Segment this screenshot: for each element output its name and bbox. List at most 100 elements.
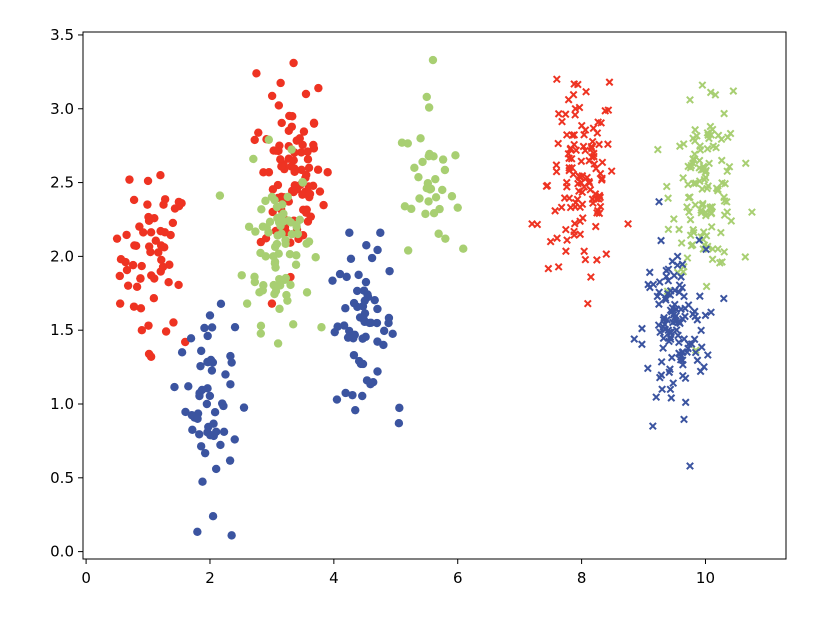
data-point-circle xyxy=(277,118,286,128)
data-point-x-stroke xyxy=(675,142,684,151)
data-point-x-stroke xyxy=(581,255,590,264)
data-point-x-stroke xyxy=(729,87,738,95)
data-point-x-stroke xyxy=(588,137,597,146)
data-point-x xyxy=(589,124,598,133)
data-point-x xyxy=(702,282,711,291)
data-point-circle xyxy=(275,304,284,314)
data-point-x-stroke xyxy=(578,200,587,209)
data-point-x-stroke xyxy=(561,110,570,119)
data-point-circle xyxy=(156,226,165,236)
data-point-x xyxy=(544,264,553,273)
data-point-x-stroke xyxy=(721,179,730,188)
data-point-x-stroke xyxy=(713,245,722,253)
data-point-x-stroke xyxy=(561,225,570,234)
data-point-x-stroke xyxy=(571,104,580,113)
data-point-x-stroke xyxy=(722,197,731,206)
data-point-x-stroke xyxy=(707,222,716,231)
data-point-circle xyxy=(301,89,311,99)
data-point-x-stroke xyxy=(655,278,664,286)
data-point-x-stroke xyxy=(570,130,579,139)
data-point-x xyxy=(701,311,710,320)
data-point-circle xyxy=(209,431,218,441)
data-point-x-stroke xyxy=(565,163,574,172)
data-point-x xyxy=(681,398,690,407)
data-point-x-stroke xyxy=(718,179,726,187)
data-point-x-stroke xyxy=(598,174,606,183)
data-point-x-stroke xyxy=(748,208,756,217)
data-point-circle xyxy=(358,334,367,343)
data-point-x xyxy=(564,149,573,158)
data-point-x-stroke xyxy=(659,334,668,343)
data-point-x-stroke xyxy=(725,162,734,171)
data-point-x-stroke xyxy=(655,197,663,206)
data-point-x-stroke xyxy=(554,262,563,271)
data-point-x xyxy=(729,87,738,95)
data-point-x-stroke xyxy=(701,311,710,320)
data-point-x-stroke xyxy=(686,215,695,224)
data-point-x-stroke xyxy=(581,146,590,155)
data-point-x-stroke xyxy=(706,88,715,97)
data-point-x xyxy=(601,106,610,115)
data-point-x xyxy=(722,197,731,206)
data-point-x xyxy=(566,144,575,153)
data-point-circle xyxy=(319,200,328,210)
data-point-circle xyxy=(289,58,298,68)
data-point-x-stroke xyxy=(695,292,704,301)
data-point-x-stroke xyxy=(580,247,589,256)
x-tick-label: 2 xyxy=(205,569,215,587)
data-point-x xyxy=(563,236,571,245)
data-point-x xyxy=(708,125,717,134)
data-point-x-stroke xyxy=(689,179,698,188)
data-point-x-stroke xyxy=(712,143,720,152)
data-point-circle xyxy=(112,234,122,243)
x-tick-label: 10 xyxy=(696,569,715,587)
data-point-circle xyxy=(132,282,142,292)
data-point-x xyxy=(666,335,675,344)
data-point-x xyxy=(669,310,678,319)
data-point-x-stroke xyxy=(686,95,694,104)
data-point-x-stroke xyxy=(652,393,661,402)
data-point-x-stroke xyxy=(586,273,595,281)
data-point-x-stroke xyxy=(654,300,663,309)
data-point-circle xyxy=(244,222,254,231)
x-tick-label: 6 xyxy=(453,569,463,587)
data-point-x-stroke xyxy=(570,219,579,228)
data-point-circle xyxy=(287,122,296,131)
data-point-circle xyxy=(168,218,178,228)
data-point-x xyxy=(675,225,683,234)
data-point-x-stroke xyxy=(653,292,662,301)
data-point-x xyxy=(588,137,597,146)
data-point-x xyxy=(658,385,667,394)
data-point-x xyxy=(581,255,590,264)
data-point-x xyxy=(685,193,694,202)
data-point-x xyxy=(679,173,688,182)
y-axis: 0.0 0.5 1.0 1.5 2.0 2.5 3.0 3.5 xyxy=(50,26,83,561)
data-point-x-stroke xyxy=(542,182,551,191)
data-point-circle xyxy=(149,293,159,303)
data-point-x xyxy=(714,131,723,140)
data-point-circle xyxy=(196,442,206,451)
data-point-x-stroke xyxy=(594,118,603,127)
x-tick-label: 8 xyxy=(577,569,587,587)
data-point-x xyxy=(578,200,587,209)
data-point-x xyxy=(687,340,696,348)
data-point-circle xyxy=(358,391,367,401)
data-point-x xyxy=(707,308,715,317)
data-point-x xyxy=(695,163,704,172)
data-point-circle xyxy=(342,272,351,282)
data-point-x xyxy=(711,90,720,99)
data-point-x-stroke xyxy=(679,140,688,148)
data-point-x-stroke xyxy=(552,161,561,169)
data-point-x-stroke xyxy=(659,344,667,353)
data-point-x-stroke xyxy=(575,173,584,182)
data-point-x xyxy=(707,131,716,139)
data-point-circle xyxy=(261,196,270,206)
data-point-x xyxy=(702,245,710,254)
data-point-circle xyxy=(216,299,226,309)
data-point-x xyxy=(655,288,664,297)
data-point-circle xyxy=(130,241,139,250)
data-point-circle xyxy=(226,351,235,361)
data-point-circle xyxy=(351,405,360,415)
data-point-x xyxy=(664,326,673,335)
